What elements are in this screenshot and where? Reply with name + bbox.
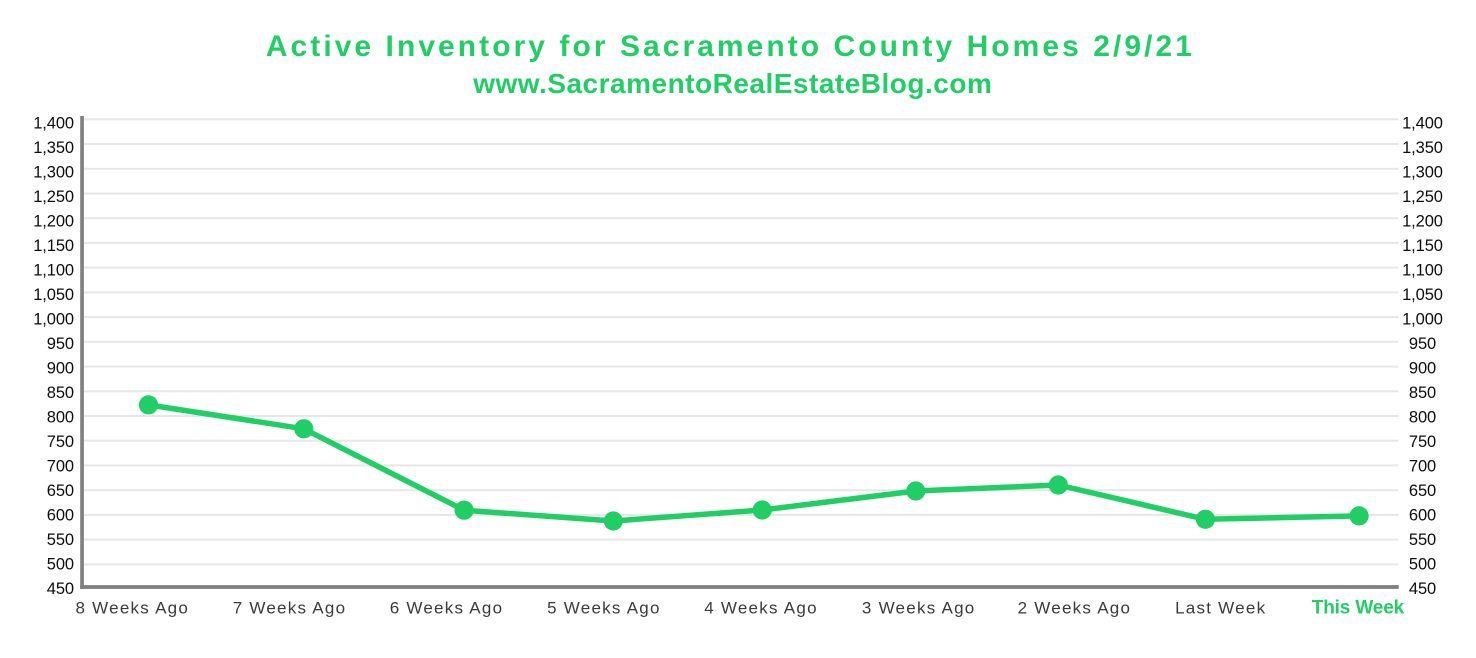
svg-text:Active Inventory for Sacrament: Active Inventory for Sacramento County H…	[266, 30, 1195, 63]
svg-text:450: 450	[1409, 580, 1436, 598]
svg-text:500: 500	[1409, 555, 1436, 573]
svg-text:7 Weeks Ago: 7 Weeks Ago	[233, 599, 347, 618]
svg-text:This Week: This Week	[1312, 598, 1405, 619]
svg-text:6 Weeks Ago: 6 Weeks Ago	[390, 599, 504, 618]
svg-text:700: 700	[47, 457, 74, 475]
svg-text:1,150: 1,150	[33, 237, 74, 255]
svg-text:1,100: 1,100	[33, 262, 74, 280]
svg-text:1,350: 1,350	[1402, 139, 1443, 157]
svg-text:1,150: 1,150	[1402, 237, 1443, 255]
svg-text:700: 700	[1409, 457, 1436, 475]
svg-text:1,250: 1,250	[33, 188, 74, 206]
svg-text:1,300: 1,300	[33, 164, 74, 182]
svg-text:4 Weeks Ago: 4 Weeks Ago	[704, 599, 818, 618]
svg-text:1,300: 1,300	[1402, 164, 1443, 182]
svg-text:5 Weeks Ago: 5 Weeks Ago	[547, 599, 661, 618]
svg-text:650: 650	[47, 482, 74, 500]
svg-text:1,250: 1,250	[1402, 188, 1443, 206]
svg-text:1,400: 1,400	[1402, 115, 1443, 133]
svg-text:1,050: 1,050	[1402, 286, 1443, 304]
svg-text:1,200: 1,200	[1402, 213, 1443, 231]
svg-text:900: 900	[1409, 359, 1436, 377]
svg-text:950: 950	[47, 335, 74, 353]
svg-text:Last Week: Last Week	[1175, 599, 1266, 618]
svg-text:1,000: 1,000	[33, 311, 74, 329]
svg-text:900: 900	[47, 359, 74, 377]
svg-text:450: 450	[47, 580, 74, 598]
svg-text:2 Weeks Ago: 2 Weeks Ago	[1018, 599, 1132, 618]
svg-text:800: 800	[1409, 408, 1436, 426]
svg-text:1,200: 1,200	[33, 213, 74, 231]
svg-text:950: 950	[1409, 335, 1436, 353]
svg-text:1,350: 1,350	[33, 139, 74, 157]
svg-text:1,050: 1,050	[33, 286, 74, 304]
svg-text:550: 550	[47, 531, 74, 549]
svg-text:500: 500	[47, 555, 74, 573]
svg-text:800: 800	[47, 408, 74, 426]
svg-text:750: 750	[47, 433, 74, 451]
svg-text:www.SacramentoRealEstateBlog.c: www.SacramentoRealEstateBlog.com	[472, 68, 992, 99]
svg-text:600: 600	[1409, 506, 1436, 524]
svg-text:550: 550	[1409, 531, 1436, 549]
svg-text:750: 750	[1409, 433, 1436, 451]
svg-text:1,400: 1,400	[33, 115, 74, 133]
svg-text:8 Weeks Ago: 8 Weeks Ago	[75, 599, 189, 618]
svg-text:850: 850	[47, 384, 74, 402]
svg-text:600: 600	[47, 506, 74, 524]
svg-text:850: 850	[1409, 384, 1436, 402]
svg-text:650: 650	[1409, 482, 1436, 500]
svg-text:1,100: 1,100	[1402, 262, 1443, 280]
svg-text:3 Weeks Ago: 3 Weeks Ago	[862, 599, 976, 618]
svg-text:1,000: 1,000	[1402, 311, 1443, 329]
